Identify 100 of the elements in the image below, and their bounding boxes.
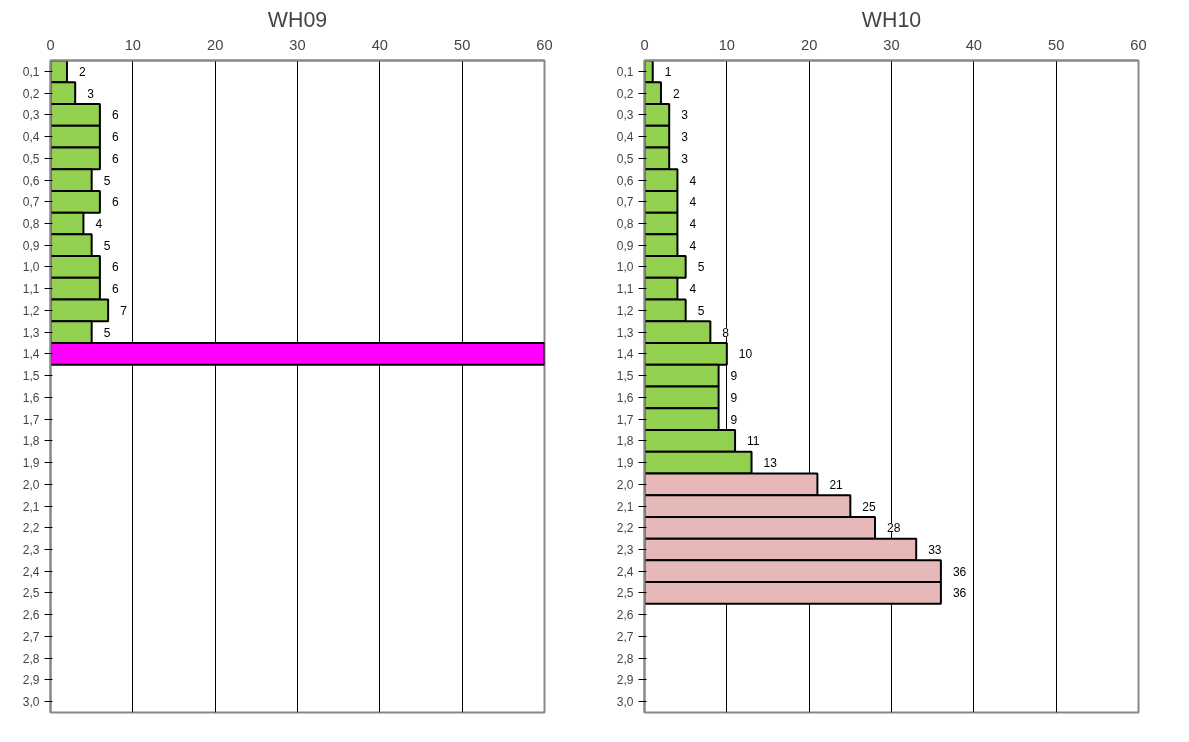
y-tick-label: 2,3 [616,543,634,557]
data-label: 4 [689,282,697,297]
data-label: 5 [103,238,111,253]
y-tick-label: 0,5 [616,151,634,166]
y-tick-label: 1,0 [616,260,634,275]
data-label: 6 [111,151,119,166]
y-tick-label: 2,1 [22,499,40,514]
y-tick-label: 1,5 [616,369,634,384]
data-label: 2 [672,86,680,101]
data-label: 21 [829,477,844,492]
y-tick-label: 0,7 [616,195,634,210]
y-tick-label: 2,4 [22,564,40,579]
data-label: 4 [689,173,697,188]
data-label: 4 [689,238,697,253]
data-label: 6 [111,260,119,275]
y-tick-label: 1,2 [616,303,634,318]
x-tick-label: 60 [1130,36,1147,53]
data-label: 10 [738,347,753,362]
y-tick-label: 3,0 [22,695,40,710]
y-tick-label: 0,3 [616,108,634,123]
data-label: 6 [111,108,119,123]
data-label: 3 [681,108,689,123]
y-tick-label: 0,3 [22,108,40,123]
x-tick-label: 30 [289,36,306,53]
y-tick-label: 2,0 [22,477,40,492]
x-tick-label: 50 [1048,36,1065,53]
y-tick-label: 0,4 [616,130,634,145]
y-tick-label: 1,1 [22,282,40,297]
data-label: 6 [111,282,119,297]
y-tick-label: 2,9 [616,673,634,688]
data-label: 3 [681,151,689,166]
y-tick-label: 1,8 [22,434,40,449]
y-tick-label: 2,7 [616,629,634,644]
y-tick-label: 1,5 [22,369,40,384]
data-label: 13 [763,456,778,471]
y-tick-label: 1,9 [616,456,634,471]
y-tick-label: 1,9 [22,456,40,471]
data-label: 9 [730,369,738,384]
chart-title: WH10 [861,7,922,32]
data-label: 5 [697,260,705,275]
y-tick-label: 1,8 [616,434,634,449]
data-label: 9 [730,412,738,427]
data-label: 11 [747,434,760,449]
y-tick-label: 2,8 [616,651,634,666]
y-tick-label: 1,3 [616,325,634,340]
y-tick-label: 0,9 [22,238,40,253]
y-tick-label: 0,6 [616,173,634,188]
data-label: 4 [689,195,697,210]
y-tick-label: 0,8 [22,217,40,231]
x-tick-label: 40 [965,36,982,53]
y-tick-label: 2,5 [22,586,40,601]
y-tick-label: 1,7 [22,412,40,427]
y-tick-label: 2,7 [22,629,40,644]
data-label: 28 [887,521,901,536]
y-tick-label: 2,8 [22,651,40,666]
y-tick-label: 1,6 [616,390,634,405]
y-tick-label: 1,6 [22,390,40,405]
data-label: 4 [689,217,697,231]
data-label: 9 [730,390,738,405]
y-tick-label: 0,2 [616,86,634,101]
data-label: 33 [928,543,942,557]
data-label: 5 [103,325,111,340]
y-tick-label: 0,2 [22,86,40,101]
y-tick-label: 0,8 [616,217,634,231]
y-tick-label: 1,3 [22,325,40,340]
data-label: 25 [862,499,877,514]
x-tick-label: 0 [640,36,649,53]
y-tick-label: 2,6 [22,608,40,623]
y-tick-label: 2,1 [616,499,634,514]
x-tick-label: 10 [718,36,735,53]
data-label: 5 [697,303,705,318]
y-tick-label: 0,1 [616,64,634,79]
y-tick-label: 0,6 [22,173,40,188]
data-label: 3 [87,86,95,101]
data-label: 6 [111,130,119,145]
data-label: 36 [952,564,967,579]
x-tick-label: 20 [801,36,818,53]
x-tick-label: 10 [124,36,141,53]
y-tick-label: 0,4 [22,130,40,145]
x-tick-label: 0 [46,36,55,53]
data-label: 8 [722,325,730,340]
x-tick-label: 20 [207,36,224,53]
data-label: 4 [95,217,103,231]
y-tick-label: 1,4 [616,347,634,362]
y-tick-label: 2,5 [616,586,634,601]
y-tick-label: 1,1 [616,282,634,297]
chart-title: WH09 [267,7,328,32]
y-tick-label: 0,7 [22,195,40,210]
data-label: 1 [664,64,672,79]
data-label: 36 [952,586,967,601]
y-tick-label: 2,0 [616,477,634,492]
y-tick-label: 2,6 [616,608,634,623]
y-tick-label: 1,4 [22,347,40,362]
data-label: 7 [120,303,128,318]
y-tick-label: 2,2 [616,521,634,536]
x-tick-label: 30 [883,36,900,53]
y-tick-label: 2,2 [22,521,40,536]
data-label: 6 [111,195,119,210]
data-label: 5 [103,173,111,188]
y-tick-label: 2,3 [22,543,40,557]
